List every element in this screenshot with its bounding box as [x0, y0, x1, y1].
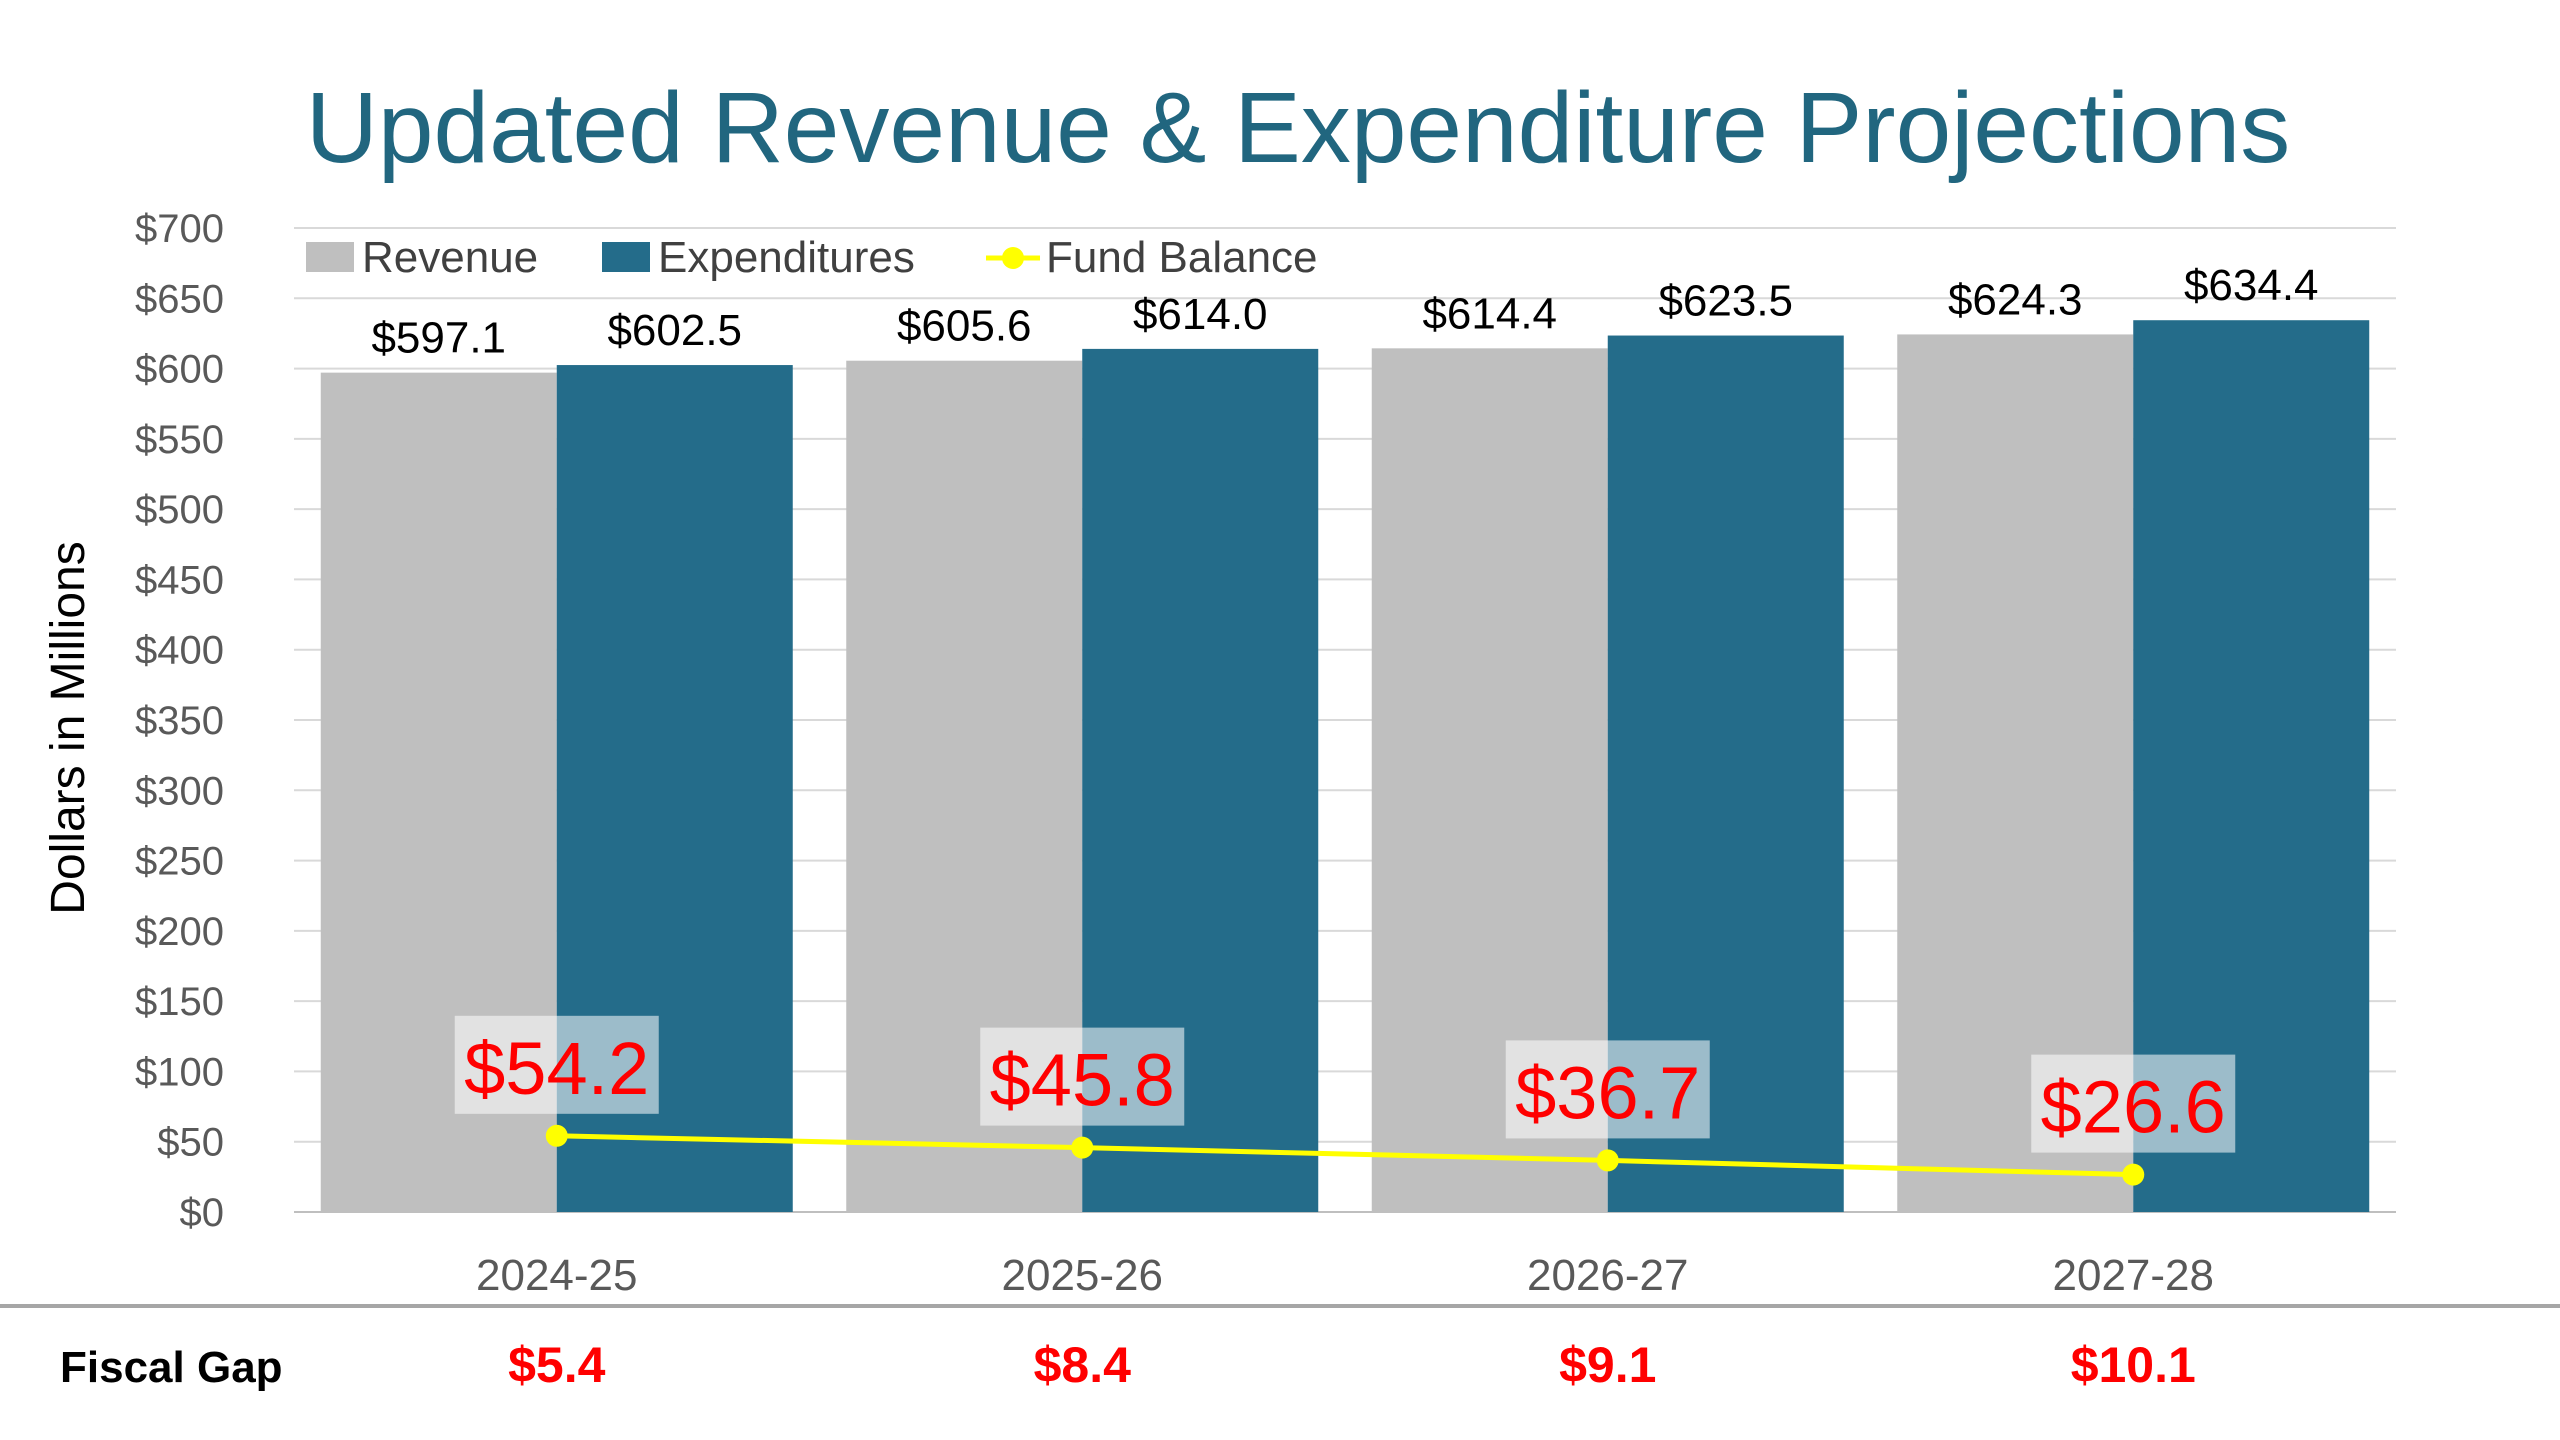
- fund-balance-line: [556, 1133, 2134, 1178]
- y-axis-label: Dollars in Millions: [42, 541, 95, 914]
- fiscal-gap-value: $5.4: [508, 1337, 606, 1393]
- fiscal-gap-value: $10.1: [2071, 1337, 2196, 1393]
- fund-balance-data-label: $26.6: [2041, 1066, 2226, 1149]
- fund-balance-point: [545, 1124, 568, 1147]
- fund-balance-label-background: [454, 1015, 659, 1114]
- y-axis-ticks: $0 $50 $100 $150 $200 $250 $300 $350 $400 $450 $50…: [135, 207, 224, 1235]
- bars: [320, 320, 2370, 1213]
- y-tick-label: $300: [135, 769, 224, 813]
- fund-balance-label-background: [980, 1027, 1185, 1126]
- y-tick-label: $550: [135, 418, 224, 462]
- fund-balance-data-label: $54.2: [464, 1027, 649, 1110]
- revenue-data-label: $614.4: [1422, 289, 1557, 338]
- chart-title: Updated Revenue & Expenditure Projection…: [306, 72, 2291, 184]
- y-tick-label: $50: [157, 1121, 224, 1165]
- y-tick-label: $700: [135, 207, 224, 251]
- fund-balance-label-background: [1505, 1040, 1710, 1139]
- fiscal-gap-values: $5.4 $8.4 $9.1 $10.1: [508, 1337, 2196, 1393]
- legend: Revenue Expenditures Fund Balance: [306, 233, 1318, 282]
- fund-balance-point: [1071, 1136, 1094, 1159]
- y-tick-label: $200: [135, 910, 224, 954]
- x-tick-label: 2027-28: [2053, 1251, 2214, 1300]
- fund-balance-data-label: $36.7: [1515, 1051, 1700, 1134]
- x-tick-label: 2025-26: [1002, 1251, 1163, 1300]
- x-axis-ticks: 2024-25 2025-26 2026-27 2027-28: [476, 1251, 2214, 1300]
- fiscal-gap-value: $8.4: [1034, 1337, 1132, 1393]
- legend-expenditures-label: Expenditures: [658, 233, 915, 282]
- legend-fund-balance-marker: [1002, 247, 1024, 269]
- revenue-data-label: $605.6: [897, 302, 1032, 351]
- expenditures-data-label: $614.0: [1133, 290, 1268, 339]
- y-tick-label: $400: [135, 629, 224, 673]
- expenditures-data-label: $602.5: [607, 306, 742, 355]
- y-tick-label: $250: [135, 840, 224, 884]
- y-tick-label: $450: [135, 558, 224, 602]
- y-tick-label: $350: [135, 699, 224, 743]
- revenue-data-label: $597.1: [371, 314, 506, 363]
- y-tick-label: $0: [180, 1191, 225, 1235]
- y-tick-label: $100: [135, 1050, 224, 1094]
- legend-expenditures-swatch: [602, 242, 650, 272]
- x-tick-label: 2026-27: [1527, 1251, 1688, 1300]
- x-tick-label: 2024-25: [476, 1251, 637, 1300]
- legend-fund-balance-label: Fund Balance: [1046, 233, 1318, 282]
- fiscal-gap-label: Fiscal Gap: [60, 1343, 283, 1392]
- legend-revenue-label: Revenue: [362, 233, 538, 282]
- legend-revenue-swatch: [306, 242, 354, 272]
- y-tick-label: $150: [135, 980, 224, 1024]
- bar-data-labels: $597.1 $602.5 $605.6 $614.0 $614.4 $623.5 $624…: [371, 261, 2318, 362]
- y-tick-label: $600: [135, 348, 224, 392]
- revenue-data-label: $624.3: [1948, 275, 2083, 324]
- fund-balance-point: [2122, 1163, 2145, 1186]
- fiscal-gap-value: $9.1: [1559, 1337, 1656, 1393]
- fund-balance-point: [1596, 1149, 1619, 1172]
- expenditures-data-label: $634.4: [2184, 261, 2319, 310]
- y-tick-label: $650: [135, 277, 224, 321]
- fund-balance-data-label: $45.8: [990, 1039, 1175, 1122]
- y-tick-label: $500: [135, 488, 224, 532]
- expenditures-data-label: $623.5: [1658, 277, 1793, 326]
- fund-balance-line-layer: $54.2 $45.8 $36.7 $26.6: [454, 1015, 2236, 1186]
- fund-balance-label-background: [2031, 1054, 2236, 1153]
